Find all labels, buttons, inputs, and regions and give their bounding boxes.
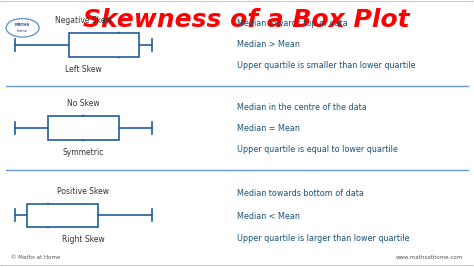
Text: Skewness of a Box Plot: Skewness of a Box Plot bbox=[83, 8, 410, 32]
Text: Upper quartile is equal to lower quartile: Upper quartile is equal to lower quartil… bbox=[237, 145, 398, 154]
Text: No Skew: No Skew bbox=[67, 99, 100, 108]
Bar bbox=[48, 116, 119, 140]
Text: Upper quartile is larger than lower quartile: Upper quartile is larger than lower quar… bbox=[237, 234, 410, 243]
Text: Median = Mean: Median = Mean bbox=[237, 124, 300, 133]
Text: Right Skew: Right Skew bbox=[62, 235, 105, 244]
Text: Median > Mean: Median > Mean bbox=[237, 40, 300, 49]
Text: Median in the centre of the data: Median in the centre of the data bbox=[237, 103, 367, 112]
Bar bbox=[69, 33, 139, 57]
Text: www.mathsathome.com: www.mathsathome.com bbox=[396, 255, 463, 260]
Text: Median towards top of data: Median towards top of data bbox=[237, 19, 348, 28]
Text: © Maths at Home: © Maths at Home bbox=[11, 255, 60, 260]
Text: home: home bbox=[17, 29, 28, 33]
Text: Left Skew: Left Skew bbox=[65, 65, 102, 74]
Text: MATHS: MATHS bbox=[15, 23, 30, 27]
Bar bbox=[27, 203, 98, 227]
Text: Negative Skew: Negative Skew bbox=[55, 16, 112, 25]
Text: Positive Skew: Positive Skew bbox=[57, 187, 109, 196]
Text: Symmetric: Symmetric bbox=[63, 148, 104, 157]
Text: Median < Mean: Median < Mean bbox=[237, 211, 300, 221]
Circle shape bbox=[6, 19, 39, 37]
Text: Median towards bottom of data: Median towards bottom of data bbox=[237, 189, 364, 198]
Text: Upper quartile is smaller than lower quartile: Upper quartile is smaller than lower qua… bbox=[237, 61, 416, 70]
